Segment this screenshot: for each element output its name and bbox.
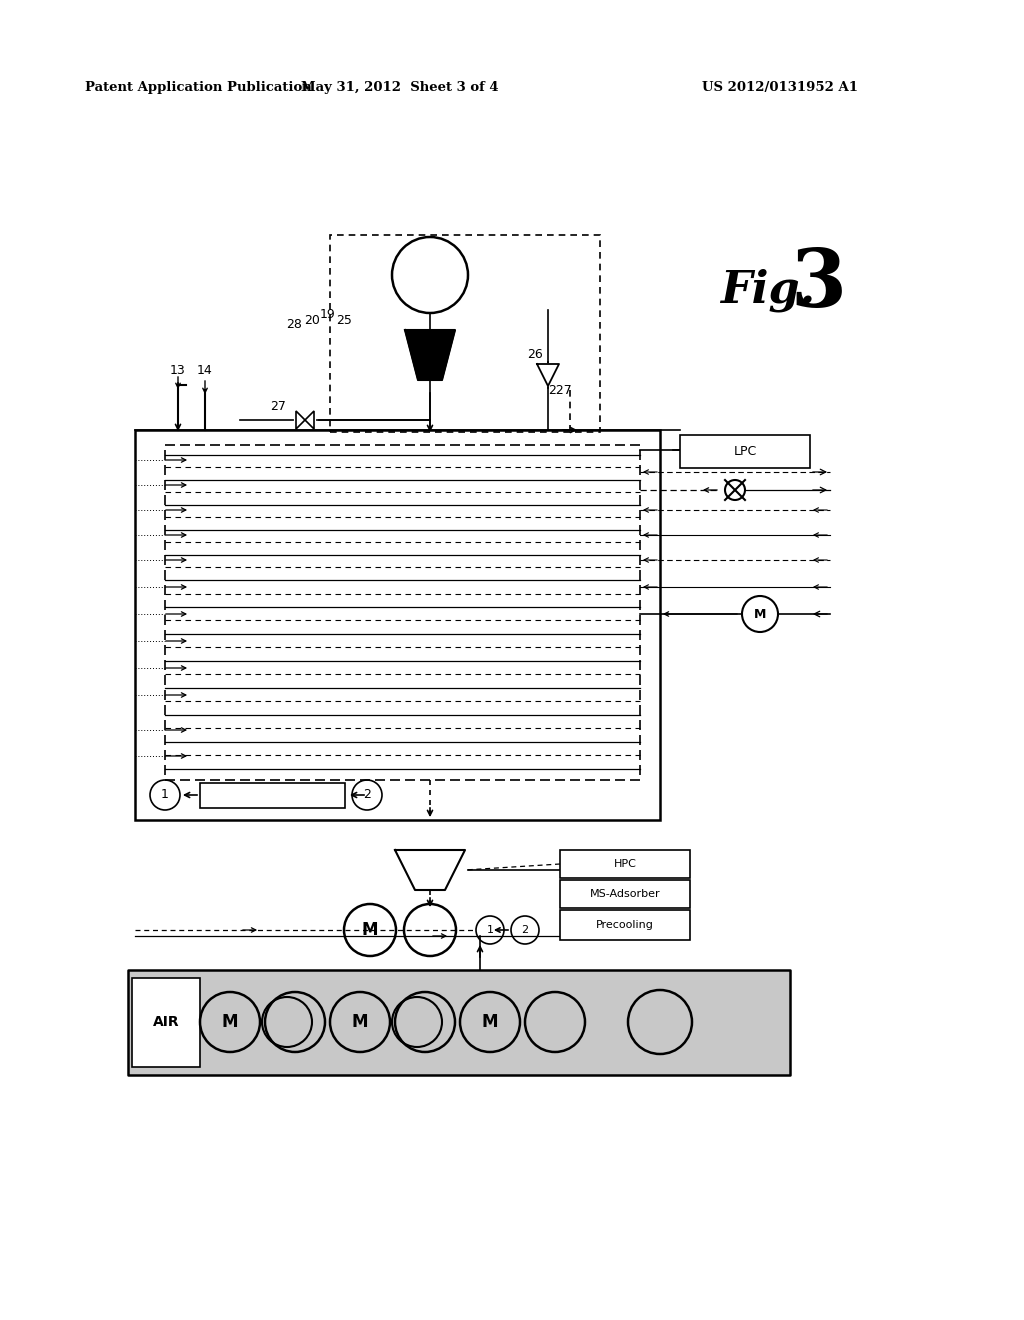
- Bar: [560, 850, 690, 878]
- Bar: [560, 909, 690, 940]
- Bar: [680, 436, 810, 469]
- Text: M: M: [361, 921, 378, 939]
- Polygon shape: [395, 850, 465, 890]
- Text: MS-Adsorber: MS-Adsorber: [590, 888, 660, 899]
- Text: 20: 20: [304, 314, 319, 326]
- Text: 1: 1: [161, 788, 169, 801]
- Polygon shape: [296, 411, 305, 429]
- Text: AIR: AIR: [153, 1015, 179, 1030]
- Text: 227: 227: [548, 384, 571, 396]
- Text: LPC: LPC: [733, 445, 757, 458]
- Text: 2: 2: [364, 788, 371, 801]
- Text: Patent Application Publication: Patent Application Publication: [85, 82, 311, 95]
- Text: M: M: [352, 1012, 369, 1031]
- Polygon shape: [537, 364, 559, 385]
- Text: 26: 26: [527, 348, 543, 362]
- Bar: [135, 430, 660, 820]
- Text: 19: 19: [321, 309, 336, 322]
- Bar: [330, 235, 600, 432]
- Bar: [165, 445, 640, 780]
- Bar: [132, 978, 200, 1067]
- Text: 13: 13: [170, 363, 186, 376]
- Text: US 2012/0131952 A1: US 2012/0131952 A1: [702, 82, 858, 95]
- Polygon shape: [406, 330, 455, 380]
- Text: M: M: [481, 1012, 499, 1031]
- Polygon shape: [305, 411, 314, 429]
- Text: 27: 27: [270, 400, 286, 413]
- Text: May 31, 2012  Sheet 3 of 4: May 31, 2012 Sheet 3 of 4: [301, 82, 499, 95]
- Text: 25: 25: [336, 314, 352, 326]
- Text: 2: 2: [521, 925, 528, 935]
- Text: M: M: [754, 607, 766, 620]
- Text: 1: 1: [486, 925, 494, 935]
- Text: 3: 3: [790, 246, 846, 323]
- Text: HPC: HPC: [613, 859, 637, 869]
- Text: Precooling: Precooling: [596, 920, 654, 931]
- Bar: [128, 970, 790, 1074]
- Text: 28: 28: [286, 318, 302, 331]
- Bar: [200, 783, 345, 808]
- Text: 14: 14: [198, 363, 213, 376]
- Text: M: M: [222, 1012, 239, 1031]
- Bar: [560, 880, 690, 908]
- Text: Fig.: Fig.: [720, 268, 815, 312]
